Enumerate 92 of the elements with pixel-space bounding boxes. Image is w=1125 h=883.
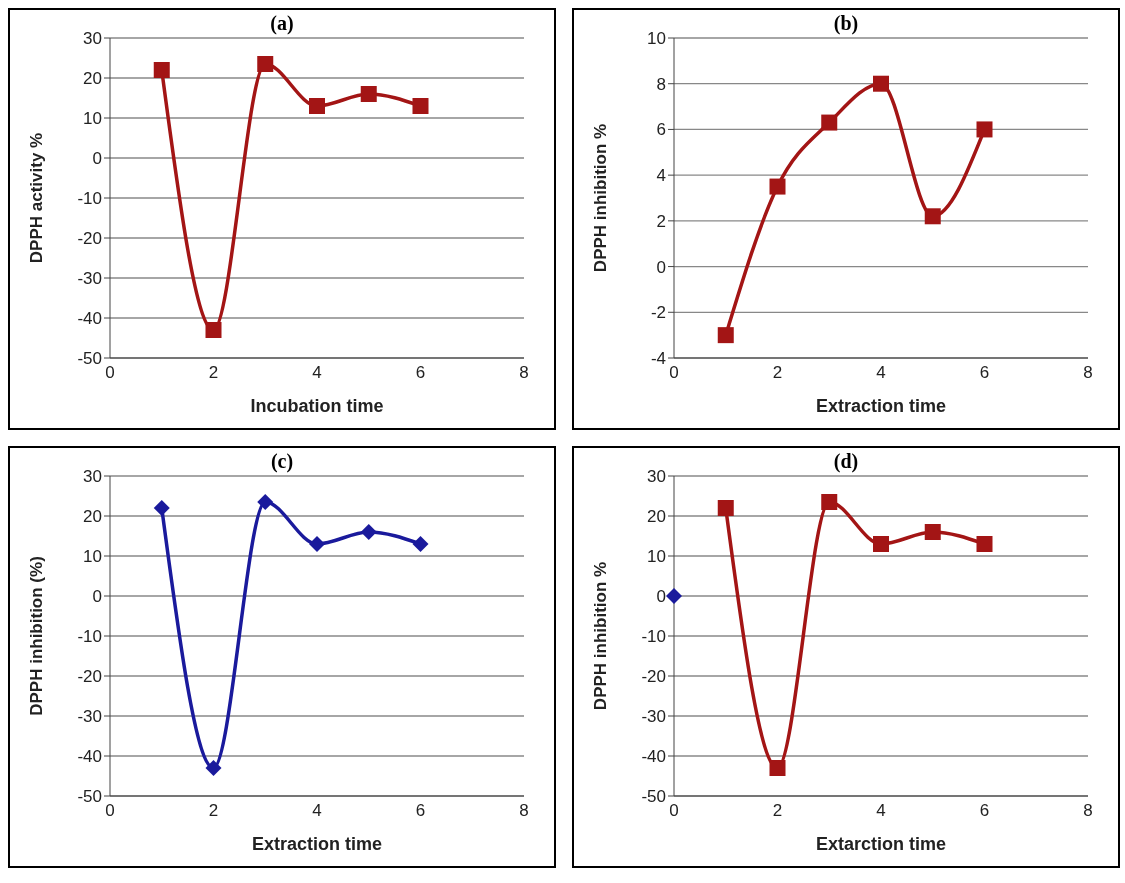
x-tick-label: 6 [979, 363, 990, 383]
x-tick-label: 8 [1083, 801, 1093, 821]
y-tick-label: 10 [83, 547, 102, 567]
y-tick-label: 30 [647, 467, 666, 487]
y-tick-label: -40 [77, 309, 102, 329]
y-tick-label: -40 [641, 747, 666, 767]
x-tick-label: 4 [312, 801, 322, 821]
x-tick-label: 6 [415, 801, 426, 821]
x-tick-label: 0 [105, 801, 115, 821]
y-tick-label: -40 [77, 747, 102, 767]
chart-title: (c) [270, 450, 294, 472]
y-tick-label: 0 [656, 587, 666, 607]
y-tick-label: 30 [83, 29, 102, 49]
point [873, 536, 889, 552]
point [873, 75, 889, 92]
point [769, 760, 786, 776]
x-tick-label: 6 [979, 801, 990, 821]
point [769, 178, 786, 195]
point [153, 62, 170, 78]
x-tick-label: 6 [415, 363, 426, 383]
y-tick-label: -50 [77, 349, 102, 369]
x-axis-title: Incubation time [250, 396, 384, 416]
y-tick-label: 0 [92, 149, 102, 169]
point [821, 114, 838, 131]
x-axis-title: Extarction time [815, 834, 947, 854]
x-tick-label: 4 [312, 363, 322, 383]
y-tick-label: 8 [656, 74, 666, 94]
y-tick-label: -2 [650, 303, 666, 323]
point [412, 536, 429, 552]
y-tick-label: 6 [656, 120, 666, 140]
y-axis-title: DPPH activity % [27, 132, 47, 264]
y-tick-label: 20 [647, 507, 666, 527]
y-tick-label: 2 [656, 211, 666, 231]
point [257, 494, 274, 510]
point [924, 208, 941, 225]
x-tick-label: 2 [208, 801, 219, 821]
x-tick-label: 0 [669, 363, 679, 383]
y-tick-label: -4 [650, 349, 666, 369]
x-axis-title: Extraction time [815, 396, 947, 416]
point [666, 588, 682, 604]
y-tick-label: -50 [77, 787, 102, 807]
point [309, 536, 325, 552]
x-tick-label: 4 [876, 801, 886, 821]
y-tick-label: -20 [77, 229, 102, 249]
point [205, 322, 222, 338]
point [360, 524, 377, 540]
y-tick-label: 30 [83, 467, 102, 487]
point [205, 760, 222, 776]
point [821, 494, 838, 510]
point [924, 524, 941, 540]
y-tick-label: 10 [83, 109, 102, 129]
y-tick-label: -20 [77, 667, 102, 687]
y-tick-label: -30 [77, 707, 102, 727]
y-axis-title: DPPH inhibition (%) [27, 556, 47, 716]
y-tick-label: -10 [77, 189, 102, 209]
y-tick-label: 10 [647, 547, 666, 567]
point [717, 327, 734, 344]
y-tick-label: -50 [641, 787, 666, 807]
x-axis-title: Extraction time [251, 834, 383, 854]
x-tick-label: 2 [772, 801, 783, 821]
chart-title: (d) [833, 450, 859, 472]
y-tick-label: 0 [656, 257, 666, 277]
y-tick-label: 0 [92, 587, 102, 607]
y-tick-label: -10 [77, 627, 102, 647]
x-tick-label: 4 [876, 363, 886, 383]
y-tick-label: -10 [641, 627, 666, 647]
y-tick-label: 4 [656, 166, 666, 186]
y-axis-title: DPPH inhibition % [591, 123, 611, 273]
point [717, 500, 734, 516]
point [309, 98, 325, 114]
point [153, 500, 170, 516]
x-tick-label: 0 [669, 801, 679, 821]
point [360, 86, 377, 102]
point [257, 56, 274, 72]
y-tick-label: 20 [83, 507, 102, 527]
y-tick-label: 10 [647, 29, 666, 49]
x-tick-label: 8 [519, 363, 529, 383]
chart-title: (a) [270, 12, 294, 34]
y-tick-label: -30 [641, 707, 666, 727]
y-tick-label: -30 [77, 269, 102, 289]
point [976, 536, 993, 552]
x-tick-label: 8 [1083, 363, 1093, 383]
y-axis-title: DPPH inhibition % [591, 561, 611, 711]
x-tick-label: 0 [105, 363, 115, 383]
y-tick-label: -20 [641, 667, 666, 687]
x-tick-label: 8 [519, 801, 529, 821]
point [976, 121, 993, 138]
x-tick-label: 2 [772, 363, 783, 383]
chart-title: (b) [833, 12, 859, 34]
y-tick-label: 20 [83, 69, 102, 89]
point [412, 98, 429, 114]
x-tick-label: 2 [208, 363, 219, 383]
